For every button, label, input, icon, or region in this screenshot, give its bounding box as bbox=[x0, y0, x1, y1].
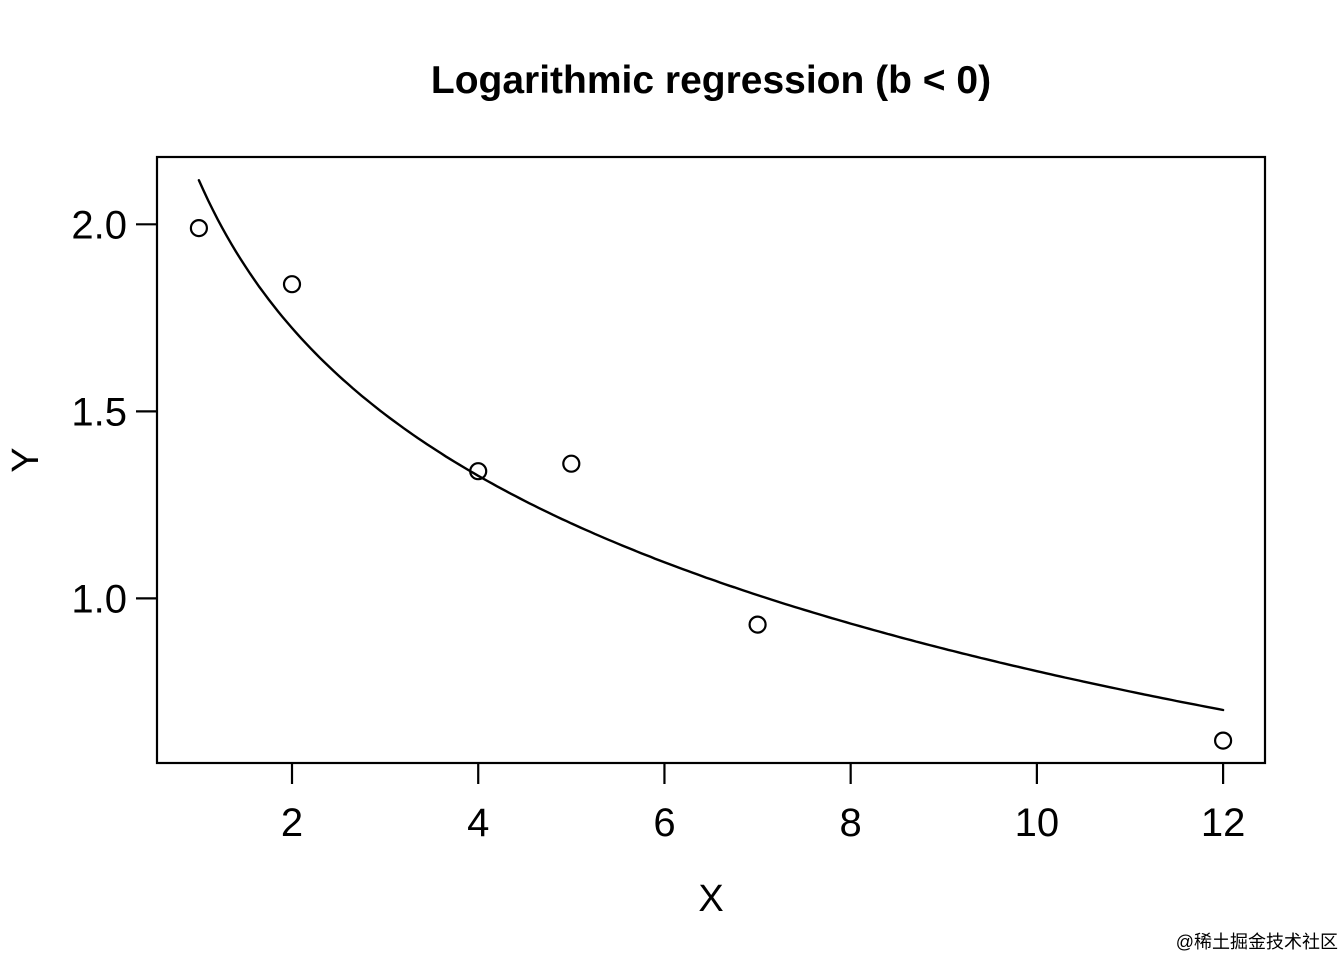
x-tick-label: 8 bbox=[840, 801, 862, 845]
y-axis-ticks: 1.0 1.5 2.0 bbox=[71, 203, 157, 621]
scatter-points bbox=[189, 219, 1233, 750]
x-tick-label: 10 bbox=[1015, 801, 1060, 845]
chart-title: Logarithmic regression (b < 0) bbox=[431, 59, 991, 102]
data-point bbox=[562, 454, 581, 473]
data-point bbox=[282, 275, 302, 294]
plot-border bbox=[155, 155, 1267, 765]
regression-curve-line bbox=[197, 179, 1225, 712]
watermark: @稀土掘金技术社区 bbox=[1176, 932, 1338, 952]
x-axis-ticks: 2 4 6 8 10 12 bbox=[281, 763, 1245, 845]
data-point bbox=[469, 462, 488, 481]
x-tick-label: 12 bbox=[1201, 801, 1246, 845]
y-tick-label: 1.0 bbox=[71, 577, 127, 621]
x-axis-label: X bbox=[698, 878, 723, 920]
x-tick-label: 6 bbox=[653, 801, 675, 845]
data-point bbox=[189, 219, 208, 238]
x-tick-label: 4 bbox=[467, 801, 489, 845]
y-axis-label: Y bbox=[5, 447, 47, 472]
data-point bbox=[748, 615, 767, 634]
y-tick-label: 1.5 bbox=[71, 390, 127, 434]
x-tick-label: 2 bbox=[281, 801, 303, 845]
y-tick-label: 2.0 bbox=[71, 203, 127, 247]
data-point bbox=[1213, 731, 1233, 750]
